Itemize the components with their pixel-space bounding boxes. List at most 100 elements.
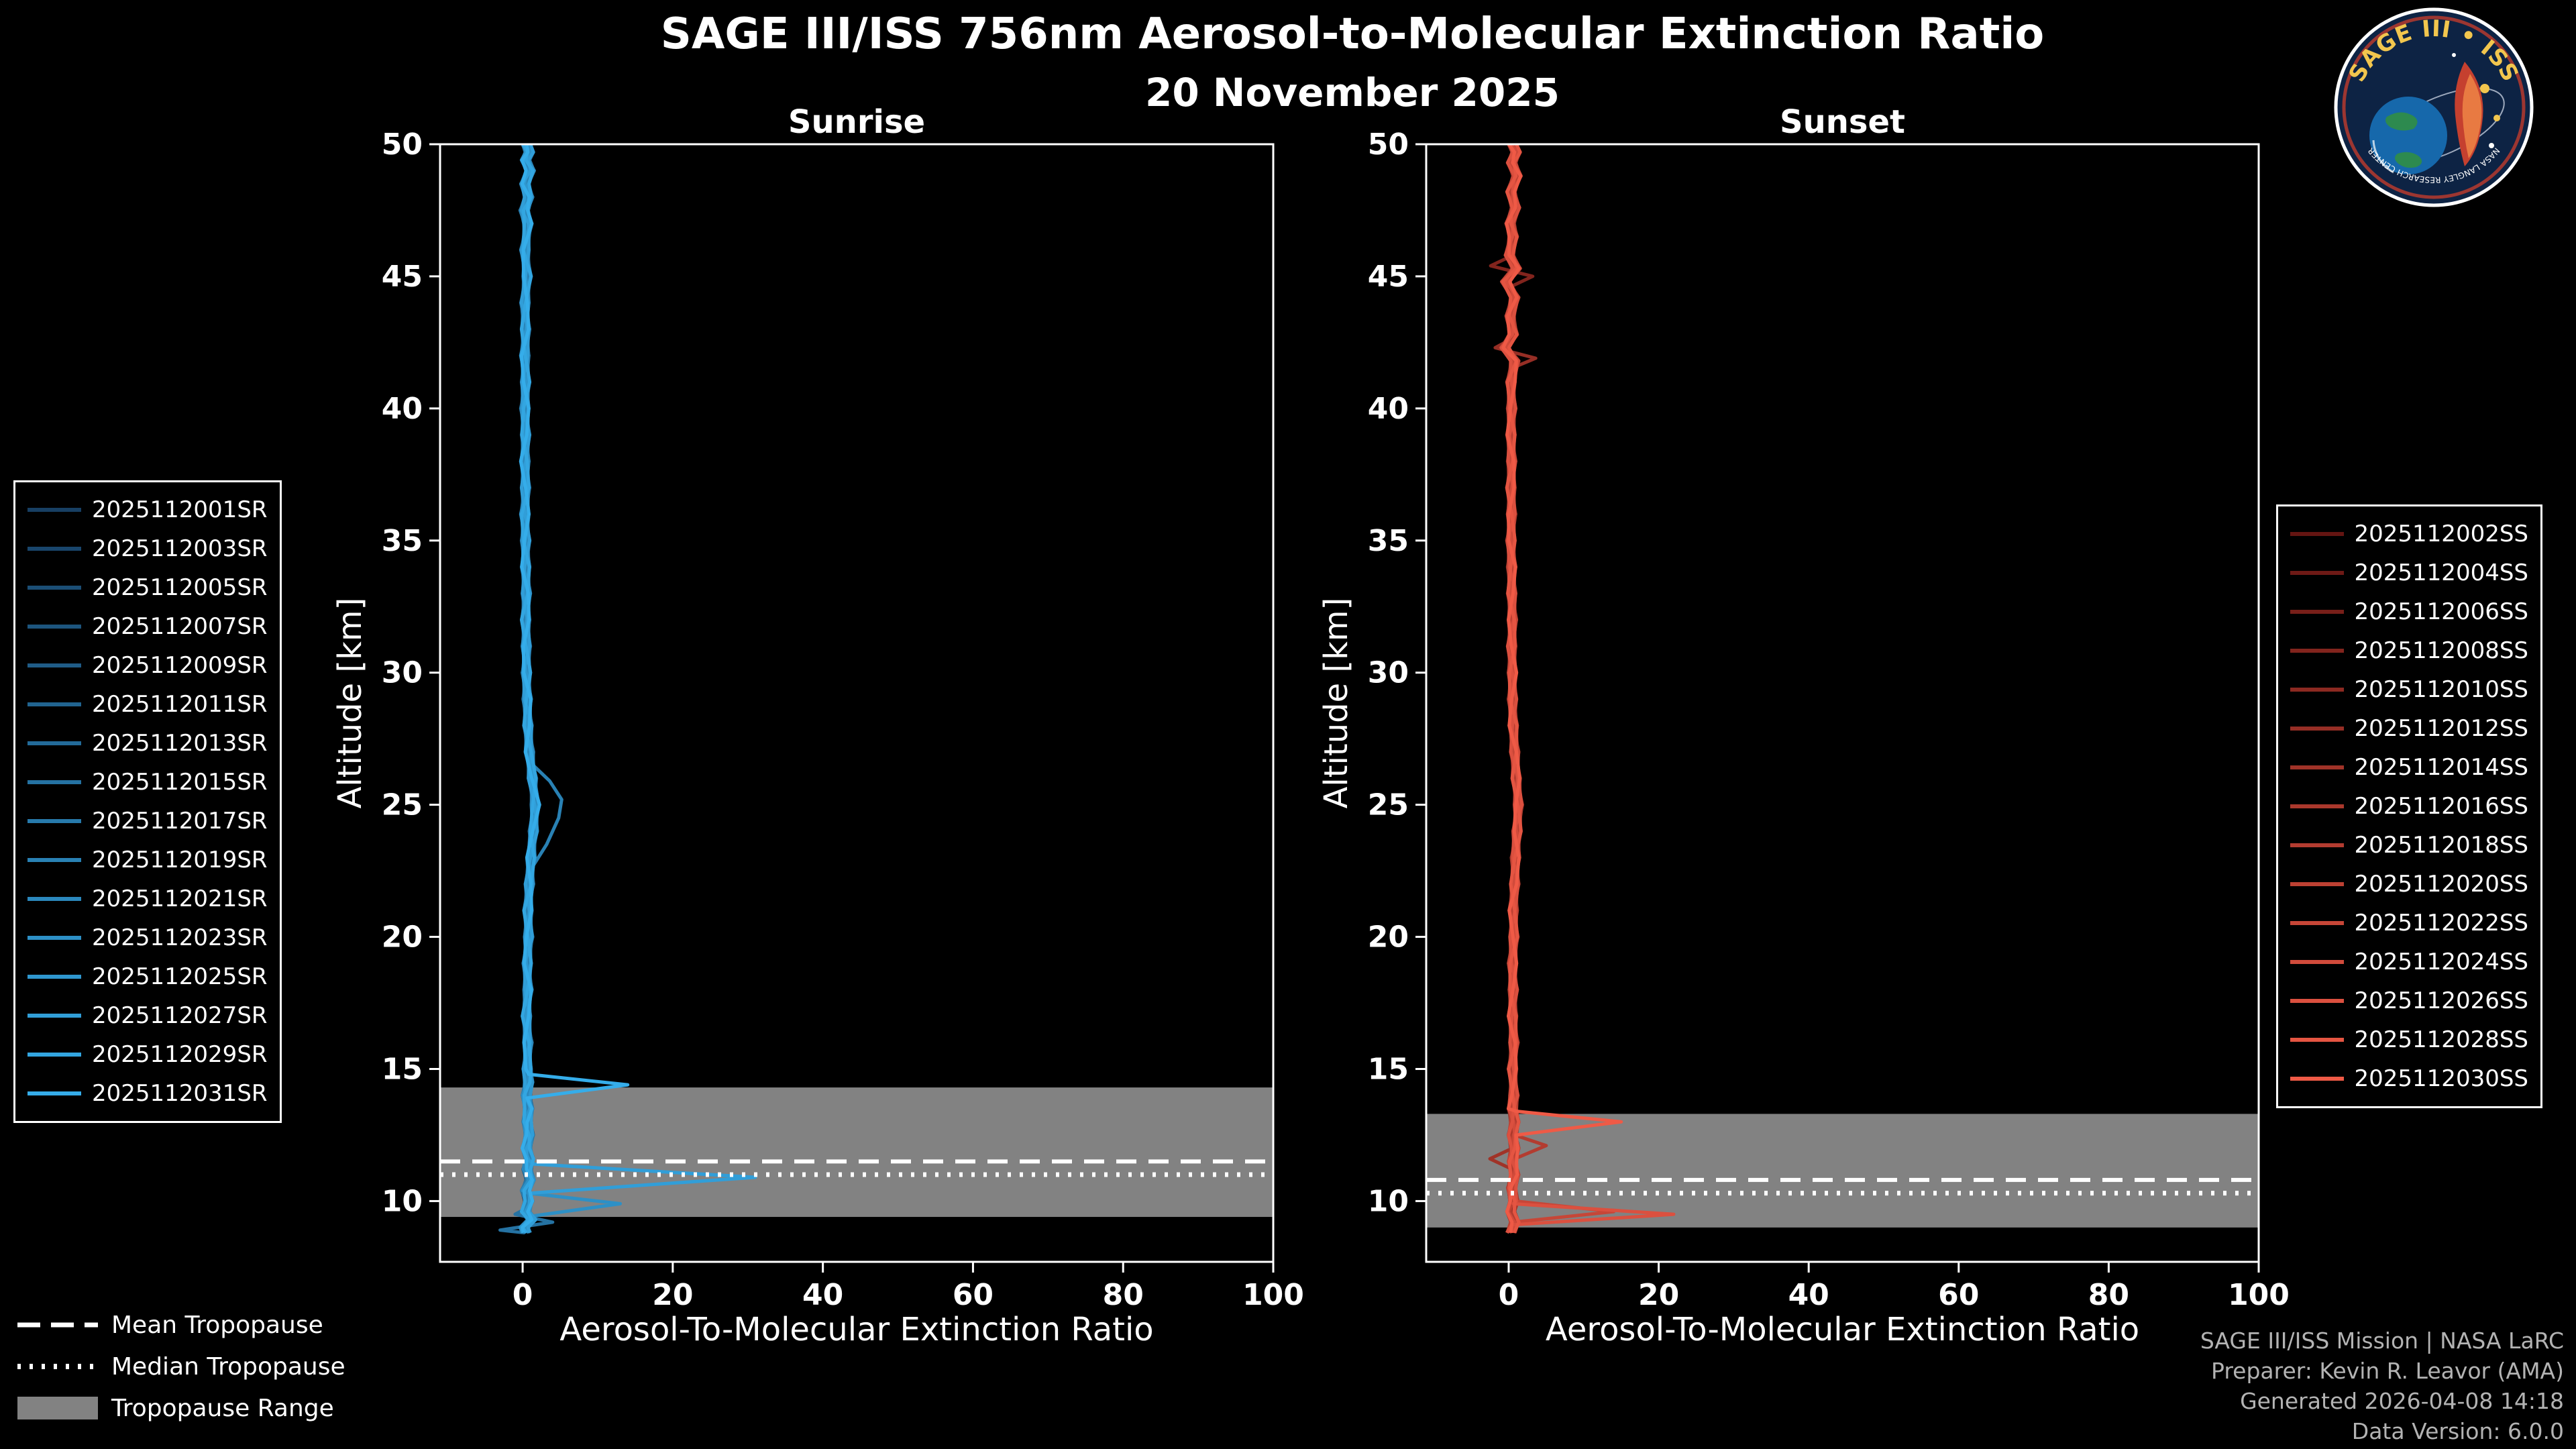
y-axis-label: Altitude [km]: [1318, 598, 1355, 809]
logo-inner-ring: [2342, 15, 2526, 199]
logo-earth-swirl: [2372, 140, 2394, 174]
legend-swatch: [2290, 532, 2344, 536]
y-tick-label: 25: [382, 788, 423, 822]
x-axis-label: Aerosol-To-Molecular Extinction Ratio: [1546, 1311, 2139, 1348]
legend-item-2025112002SS: 2025112002SS: [2290, 515, 2528, 553]
dashed-swatch: [17, 1322, 98, 1328]
credits-line: SAGE III/ISS Mission | NASA LaRC: [2200, 1328, 2564, 1354]
y-tick-label: 35: [1368, 524, 1409, 558]
legend-swatch: [2290, 765, 2344, 769]
y-axis-label: Altitude [km]: [331, 598, 369, 809]
tropopause-legend-label: Tropopause Range: [111, 1394, 334, 1422]
legend-label: 2025112031SR: [92, 1080, 268, 1107]
logo-star: [2489, 143, 2494, 148]
panel-title-sunrise: Sunrise: [788, 103, 925, 141]
legend-swatch: [28, 625, 81, 629]
panel-sunset: 0 20 40 60 80 100 10 15 20 25 30 35 40 45 50 Sunset Aero…: [1318, 103, 2290, 1348]
x-tick-label: 40: [1788, 1278, 1829, 1312]
legend-swatch: [2290, 649, 2344, 653]
legend-swatch: [28, 858, 81, 862]
legend-swatch: [2290, 882, 2344, 886]
legend-item-2025112021SR: 2025112021SR: [28, 879, 268, 918]
legend-swatch: [28, 897, 81, 901]
logo-earth-continent: [2385, 112, 2418, 131]
legend-swatch: [2290, 804, 2344, 808]
legend-swatch: [2290, 688, 2344, 692]
credits-line: Preparer: Kevin R. Leavor (AMA): [2211, 1358, 2564, 1384]
legend-swatch: [2290, 610, 2344, 614]
x-tick-label: 60: [1938, 1278, 1979, 1312]
legend-item-2025112023SR: 2025112023SR: [28, 918, 268, 957]
legend-label: 2025112001SR: [92, 496, 268, 523]
legend-item-2025112005SR: 2025112005SR: [28, 568, 268, 607]
legend-item-2025112029SR: 2025112029SR: [28, 1035, 268, 1074]
legend-swatch: [28, 508, 81, 512]
legend-item-2025112017SR: 2025112017SR: [28, 802, 268, 841]
x-tick-label: 0: [513, 1278, 533, 1312]
legend-label: 2025112026SS: [2354, 987, 2528, 1014]
legend-swatch: [2290, 1077, 2344, 1081]
legend-label: 2025112016SS: [2354, 793, 2528, 820]
legend-label: 2025112024SS: [2354, 949, 2528, 975]
legend-swatch: [28, 663, 81, 667]
legend-label: 2025112019SR: [92, 847, 268, 873]
legend-item-2025112004SS: 2025112004SS: [2290, 553, 2528, 592]
y-tick-label: 25: [1368, 788, 1409, 822]
y-tick-label: 15: [1368, 1052, 1409, 1086]
legend-swatch: [2290, 571, 2344, 575]
tropopause-range-band: [440, 1087, 1273, 1218]
dotted-swatch: [17, 1364, 98, 1369]
legend-item-2025112010SS: 2025112010SS: [2290, 670, 2528, 709]
legend-swatch: [2290, 921, 2344, 925]
tropopause-legend: Mean Tropopause Median Tropopause Tropopau…: [17, 1304, 345, 1429]
legend-swatch: [2290, 727, 2344, 731]
legend-item-2025112006SS: 2025112006SS: [2290, 592, 2528, 631]
legend-label: 2025112006SS: [2354, 598, 2528, 625]
profile-line-2025112022SS: [1500, 144, 1615, 1233]
legend-label: 2025112009SR: [92, 652, 268, 679]
y-tick-label: 20: [1368, 920, 1409, 955]
sunrise-legend: 2025112001SR 2025112003SR 2025112005SR 2025…: [13, 480, 282, 1123]
legend-item-2025112027SR: 2025112027SR: [28, 996, 268, 1035]
legend-label: 2025112023SR: [92, 924, 268, 951]
y-tick-label: 35: [382, 524, 423, 558]
y-tick-label: 45: [1368, 260, 1409, 294]
legend-label: 2025112013SR: [92, 730, 268, 757]
legend-label: 2025112007SR: [92, 613, 268, 640]
y-tick-label: 30: [1368, 656, 1409, 690]
legend-label: 2025112008SS: [2354, 637, 2528, 664]
y-tick-label: 45: [382, 260, 423, 294]
x-tick-label: 40: [802, 1278, 843, 1312]
panel-title-sunset: Sunset: [1780, 103, 1905, 141]
legend-label: 2025112021SR: [92, 885, 268, 912]
legend-label: 2025112025SR: [92, 963, 268, 990]
legend-swatch: [28, 741, 81, 745]
legend-swatch: [28, 547, 81, 551]
legend-label: 2025112017SR: [92, 808, 268, 835]
tropopause-legend-item: Median Tropopause: [17, 1346, 345, 1387]
y-tick-label: 40: [382, 392, 423, 426]
y-tick-label: 40: [1368, 392, 1409, 426]
legend-label: 2025112011SR: [92, 691, 268, 718]
profile-line-2025112027SR: [519, 144, 757, 1234]
credits-line: Data Version: 6.0.0: [2351, 1418, 2564, 1444]
legend-label: 2025112015SR: [92, 769, 268, 796]
legend-swatch: [28, 780, 81, 784]
tropopause-legend-item: Tropopause Range: [17, 1387, 345, 1429]
x-axis-label: Aerosol-To-Molecular Extinction Ratio: [559, 1311, 1153, 1348]
sunset-legend: 2025112002SS 2025112004SS 2025112006SS 2025…: [2275, 504, 2542, 1108]
figure-date: 20 November 2025: [1145, 70, 1560, 115]
legend-swatch: [2290, 999, 2344, 1003]
legend-label: 2025112004SS: [2354, 559, 2528, 586]
axes-frame: [439, 143, 1275, 1263]
legend-item-2025112012SS: 2025112012SS: [2290, 709, 2528, 748]
logo-star: [2452, 53, 2456, 57]
legend-label: 2025112020SS: [2354, 871, 2528, 898]
x-tick-label: 0: [1499, 1278, 1519, 1312]
legend-label: 2025112014SS: [2354, 754, 2528, 781]
legend-item-2025112018SS: 2025112018SS: [2290, 826, 2528, 865]
y-tick-label: 10: [1368, 1184, 1409, 1218]
legend-label: 2025112005SR: [92, 574, 268, 601]
legend-label: 2025112003SR: [92, 535, 268, 562]
